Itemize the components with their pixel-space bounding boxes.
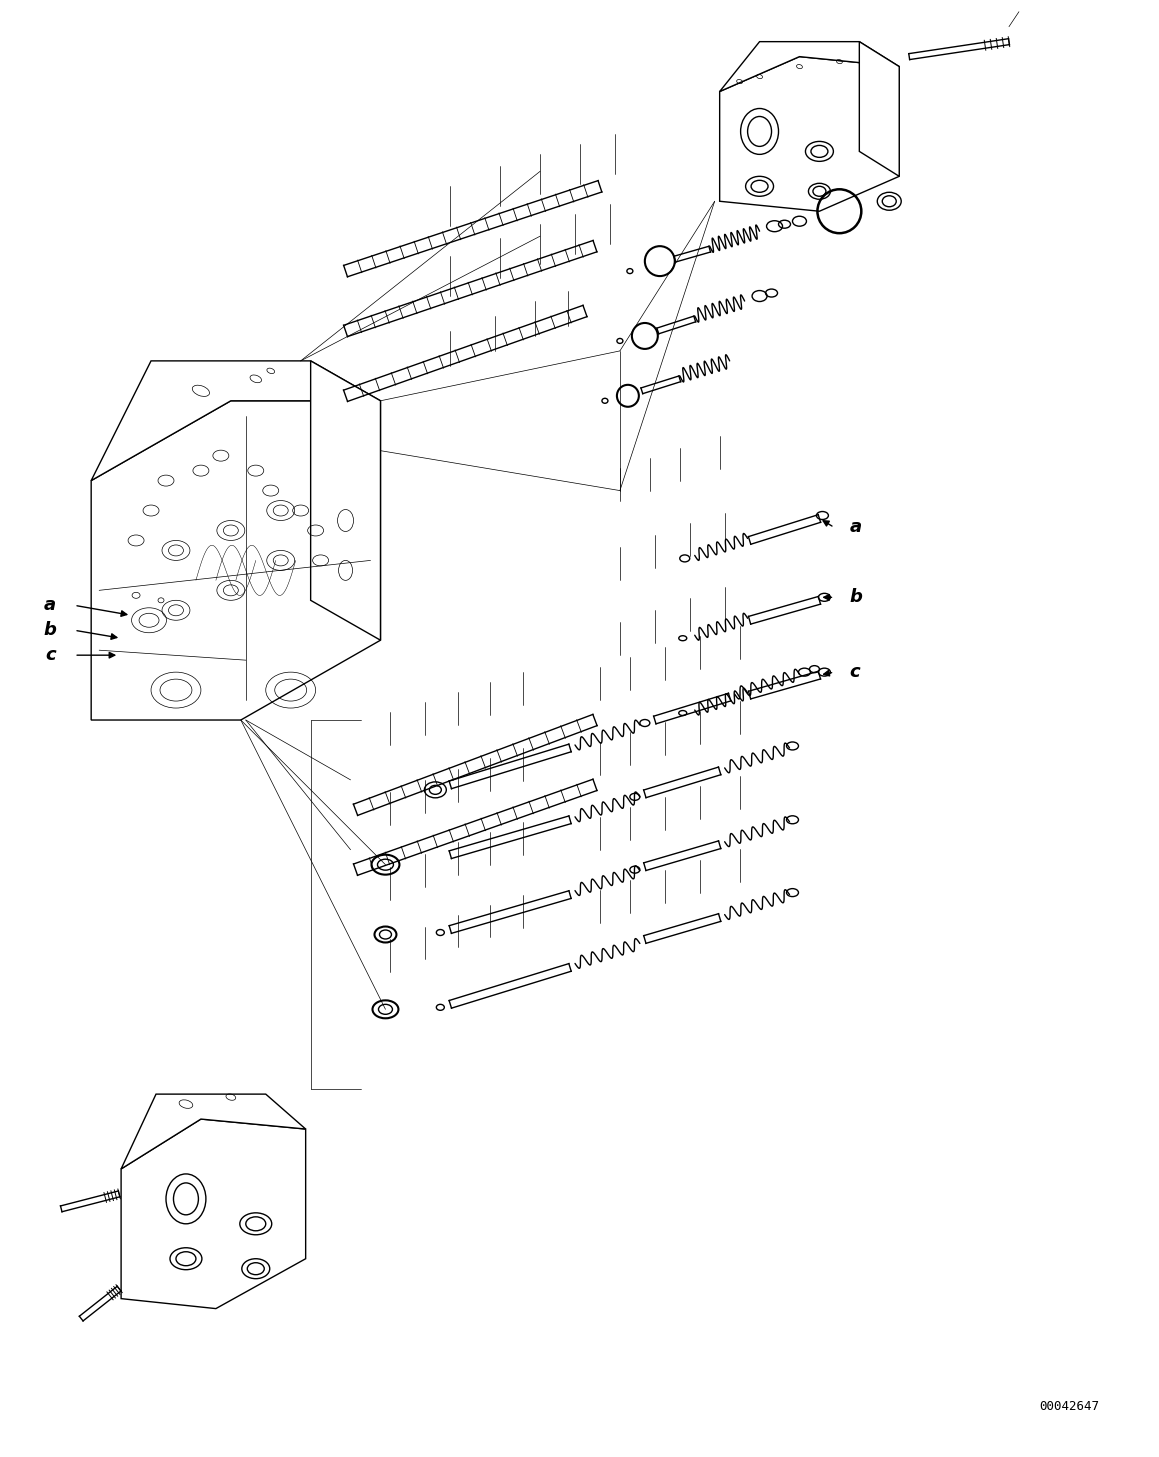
Polygon shape (92, 401, 380, 720)
Text: b: b (850, 589, 862, 606)
Text: c: c (850, 663, 860, 680)
Text: b: b (43, 621, 57, 640)
Polygon shape (121, 1119, 306, 1308)
Polygon shape (311, 361, 380, 640)
Polygon shape (720, 57, 899, 211)
Polygon shape (92, 361, 380, 481)
Polygon shape (121, 1094, 306, 1169)
Text: c: c (45, 645, 57, 664)
Text: a: a (850, 519, 861, 536)
Polygon shape (720, 42, 899, 92)
Text: 00042647: 00042647 (1038, 1400, 1099, 1413)
Polygon shape (859, 42, 899, 176)
Text: a: a (44, 596, 57, 615)
